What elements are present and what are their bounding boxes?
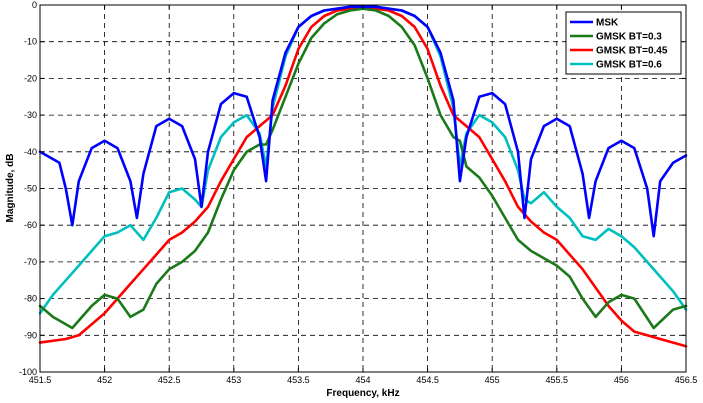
x-tick-label: 452.5 bbox=[158, 375, 181, 385]
y-tick-label: -30 bbox=[24, 110, 37, 120]
y-tick-label: -80 bbox=[24, 294, 37, 304]
y-tick-label: -90 bbox=[24, 330, 37, 340]
axis-ticks: 451.5 452 452.5 453 453.5 454 454.5 455 455.5 456… bbox=[19, 0, 697, 385]
x-tick-label: 453 bbox=[226, 375, 241, 385]
y-axis-label: Magnitude, dB bbox=[5, 154, 16, 223]
legend-label: GMSK BT=0.45 bbox=[596, 46, 668, 57]
y-tick-label: -100 bbox=[19, 367, 37, 377]
x-tick-label: 454.5 bbox=[416, 375, 439, 385]
x-tick-label: 452 bbox=[97, 375, 112, 385]
x-tick-label: 455.5 bbox=[546, 375, 569, 385]
x-axis-label: Frequency, kHz bbox=[326, 388, 399, 399]
legend-label: GMSK BT=0.3 bbox=[596, 32, 662, 43]
legend-label: MSK bbox=[596, 18, 619, 29]
x-tick-label: 455 bbox=[485, 375, 500, 385]
x-tick-label: 456.5 bbox=[675, 375, 698, 385]
y-tick-label: -70 bbox=[24, 257, 37, 267]
y-tick-label: -20 bbox=[24, 73, 37, 83]
y-tick-label: -50 bbox=[24, 184, 37, 194]
y-tick-label: -40 bbox=[24, 147, 37, 157]
y-tick-label: -10 bbox=[24, 37, 37, 47]
y-tick-label: -60 bbox=[24, 220, 37, 230]
legend: MSK GMSK BT=0.3 GMSK BT=0.45 GMSK BT=0.6 bbox=[565, 11, 682, 75]
y-tick-label: 0 bbox=[32, 0, 37, 10]
x-tick-label: 451.5 bbox=[29, 375, 52, 385]
x-tick-label: 453.5 bbox=[287, 375, 310, 385]
grid-lines bbox=[40, 5, 686, 372]
legend-label: GMSK BT=0.6 bbox=[596, 60, 662, 71]
x-tick-label: 456 bbox=[614, 375, 629, 385]
x-tick-label: 454 bbox=[355, 375, 370, 385]
